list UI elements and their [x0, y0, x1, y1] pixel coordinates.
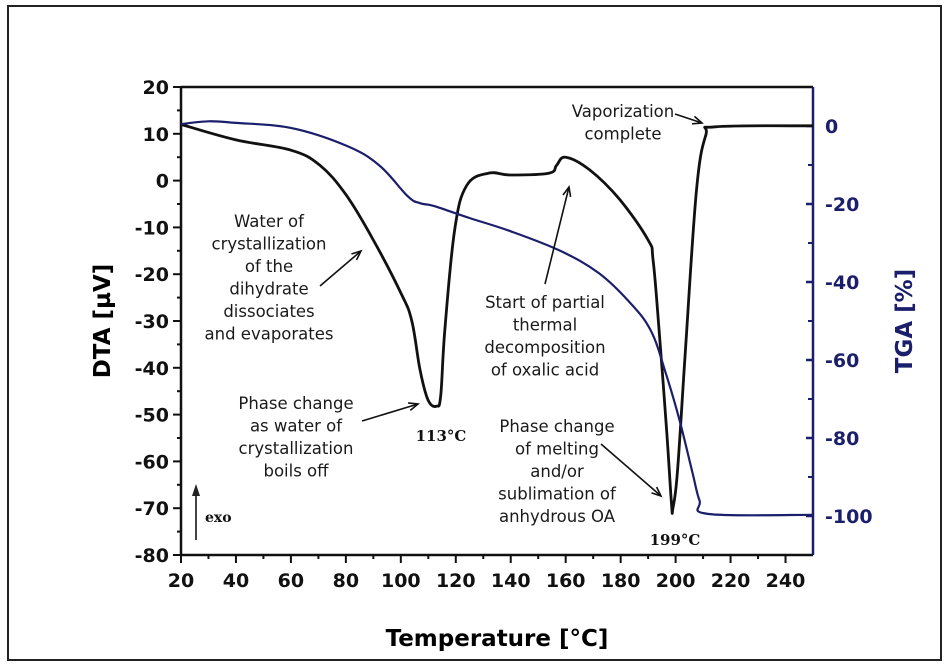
- y2-tick-label: 0: [825, 116, 838, 138]
- y-tick-label: -80: [135, 545, 169, 567]
- y2-tick-label: -60: [825, 350, 859, 372]
- annotation-line: Phase change: [499, 417, 614, 436]
- annotation-line: thermal: [513, 316, 577, 335]
- x-tick-label: 160: [546, 570, 586, 592]
- x-axis-title: Temperature [°C]: [386, 626, 609, 652]
- x-tick-label: 60: [278, 570, 304, 592]
- y2-tick-label: -20: [825, 194, 859, 216]
- phase1-arrow-shaft: [361, 403, 419, 422]
- annotation-line: anhydrous OA: [499, 507, 616, 526]
- annotation-line: dihydrate: [229, 280, 308, 299]
- annotation-line: Vaporization: [572, 102, 674, 121]
- x-tick-label: 100: [381, 570, 421, 592]
- y-tick-label: -30: [135, 311, 169, 333]
- peak-label-113: 113°C: [416, 427, 467, 445]
- annotation-line: of the: [245, 257, 293, 276]
- peak-label-199: 199°C: [650, 531, 701, 549]
- annotation-line: and/or: [530, 462, 584, 481]
- phase2-arrow-head: [651, 486, 663, 498]
- x-tick-label: 80: [333, 570, 359, 592]
- water-arrow-head: [351, 249, 363, 261]
- exo-arrow-head: [192, 484, 200, 496]
- annotation-line: of melting: [515, 440, 599, 459]
- y-tick-label: 0: [156, 171, 169, 193]
- y-tick-label: 10: [143, 124, 169, 146]
- y-tick-label: 20: [143, 77, 169, 99]
- annotation-line: complete: [584, 125, 661, 144]
- water-arrow-shaft: [319, 250, 362, 287]
- start-arrow-shaft: [544, 186, 570, 285]
- y2-tick-label: -80: [825, 428, 859, 450]
- y2-axis-title: TGA [%]: [892, 269, 918, 373]
- y2-tick-label: -40: [825, 272, 859, 294]
- dta-curve: [180, 123, 814, 515]
- series-layer: [180, 120, 814, 540]
- y-tick-label: -50: [135, 405, 169, 427]
- annotation-line: dissociates: [223, 302, 314, 321]
- x-tick-label: 40: [223, 570, 249, 592]
- x-tick-label: 120: [436, 570, 476, 592]
- y-tick-label: -70: [135, 498, 169, 520]
- annotation-water: Water of crystallization of the dihydrate di…: [205, 212, 334, 344]
- annotation-line: Water of: [234, 212, 305, 231]
- y-tick-label: -10: [135, 217, 169, 239]
- annotation-line: and evaporates: [205, 325, 334, 344]
- tga-curve: [180, 120, 814, 517]
- figure-frame: [7, 5, 942, 661]
- annotation-vapor: Vaporization complete: [572, 102, 674, 144]
- annotations-layer: Water of crystallization of the dihydrate di…: [205, 102, 704, 526]
- vapor-arrow-shaft: [674, 113, 703, 124]
- labels-layer: Temperature [°C] DTA [µV] TGA [%] 113°C …: [90, 264, 918, 652]
- annotation-line: of oxalic acid: [491, 361, 599, 380]
- annotation-line: as water of: [250, 417, 343, 436]
- start-arrow-head: [562, 185, 572, 198]
- y-tick-label: -60: [135, 451, 169, 473]
- annotation-line: sublimation of: [498, 485, 617, 504]
- annotation-phase1: Phase change as water of crystallization bo…: [238, 394, 353, 481]
- annotation-phase2: Phase change of melting and/or sublimation …: [498, 417, 617, 526]
- annotation-line: crystallization: [239, 439, 354, 458]
- x-tick-label: 240: [766, 570, 806, 592]
- annotation-line: Start of partial: [485, 293, 605, 312]
- x-tick-label: 20: [168, 570, 194, 592]
- vapor-arrow-head: [691, 115, 704, 125]
- annotation-line: boils off: [263, 462, 329, 481]
- y-tick-label: -20: [135, 264, 169, 286]
- exo-label: exo: [205, 510, 232, 526]
- annotation-start: Start of partial thermal decomposition of o…: [484, 293, 605, 380]
- axes: 20 40 60 80 100 120 140 160 180 200 220 24020100-10…: [135, 77, 873, 592]
- annotation-line: Phase change: [238, 394, 353, 413]
- y2-tick-label: -100: [825, 506, 873, 528]
- x-tick-label: 180: [601, 570, 641, 592]
- annotation-line: decomposition: [484, 338, 605, 357]
- annotation-line: crystallization: [212, 235, 327, 254]
- x-tick-label: 200: [656, 570, 696, 592]
- phase1-arrow-head: [407, 402, 420, 412]
- phase2-arrow-shaft: [600, 443, 662, 497]
- x-tick-label: 140: [491, 570, 531, 592]
- x-tick-label: 220: [711, 570, 751, 592]
- y-axis-title: DTA [µV]: [90, 264, 116, 379]
- y-tick-label: -40: [135, 358, 169, 380]
